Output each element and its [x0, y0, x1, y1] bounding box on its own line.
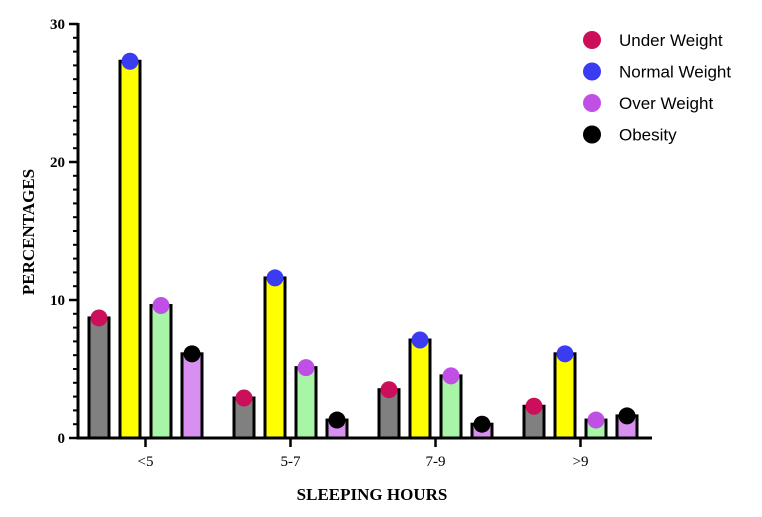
- legend-label-obesity: Obesity: [619, 126, 677, 145]
- markers-layer: [90, 52, 636, 433]
- marker-obesity-4: [618, 407, 636, 425]
- legend-marker-under-weight: [583, 31, 601, 49]
- y-tick-label: 20: [50, 155, 65, 171]
- legend-marker-obesity: [583, 125, 601, 144]
- legend: Under Weight Normal Weight Over Weight Obes…: [583, 31, 731, 145]
- legend-marker-normal-weight: [583, 62, 601, 81]
- legend-marker-over-weight: [583, 94, 601, 112]
- bar-over-weight-2: [294, 366, 318, 440]
- x-tick-label: >9: [573, 454, 589, 470]
- bar-over-weight-3: [439, 374, 463, 440]
- ticks-layer: 0 10 20 30 <5 5-7 7-9 >9: [50, 17, 588, 470]
- y-tick-label: 30: [50, 17, 65, 33]
- marker-obesity-3: [473, 415, 491, 433]
- bar-normal-weight-1: [118, 59, 142, 440]
- x-tick-label: 5-7: [281, 454, 301, 470]
- bar-normal-weight-3: [408, 338, 432, 440]
- bar-over-weight-1: [149, 304, 173, 440]
- y-tick-label: 0: [58, 431, 66, 447]
- y-tick-label: 10: [50, 293, 65, 309]
- marker-obesity-1: [183, 345, 201, 363]
- marker-obesity-2: [328, 411, 346, 429]
- marker-under-weight-2: [235, 389, 253, 407]
- x-tick-label: <5: [138, 454, 154, 470]
- marker-normal-weight-2: [266, 269, 284, 287]
- marker-under-weight-1: [90, 309, 108, 327]
- marker-over-weight-3: [442, 367, 460, 385]
- bar-normal-weight-2: [263, 276, 287, 440]
- marker-over-weight-4: [587, 411, 605, 429]
- x-axis-title: SLEEPING HOURS: [297, 485, 448, 504]
- bar-obesity-1: [180, 352, 204, 440]
- bar-under-weight-1: [87, 316, 111, 440]
- x-tick-label: 7-9: [426, 454, 446, 470]
- legend-label-normal-weight: Normal Weight: [619, 63, 731, 82]
- marker-over-weight-1: [152, 297, 170, 315]
- marker-normal-weight-3: [411, 331, 429, 349]
- y-axis-title: PERCENTAGES: [19, 169, 38, 295]
- bar-normal-weight-4: [553, 352, 577, 440]
- legend-label-over-weight: Over Weight: [619, 94, 713, 113]
- bars-layer: [87, 59, 639, 440]
- marker-under-weight-3: [380, 381, 398, 399]
- legend-label-under-weight: Under Weight: [619, 31, 723, 50]
- marker-under-weight-4: [525, 397, 543, 415]
- marker-over-weight-2: [297, 359, 315, 377]
- marker-normal-weight-1: [121, 52, 139, 70]
- marker-normal-weight-4: [556, 345, 574, 363]
